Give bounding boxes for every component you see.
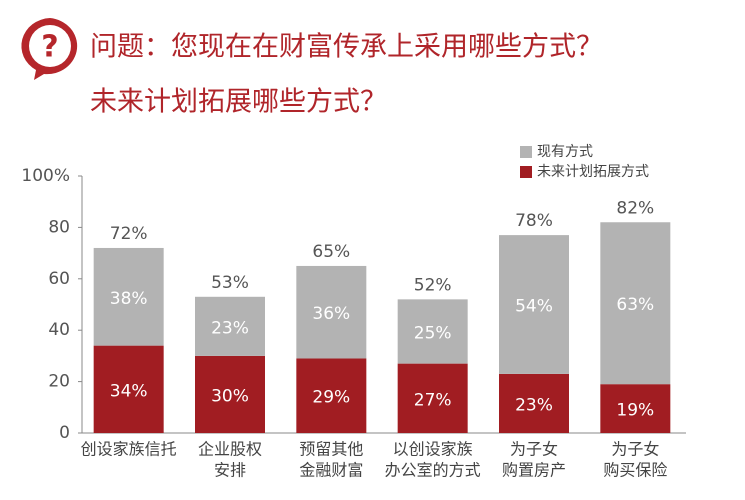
data-label: 29% (312, 388, 350, 408)
data-label: 25% (414, 323, 452, 343)
x-tick-label: 以创设家族 (393, 440, 473, 459)
data-label: 36% (312, 304, 350, 324)
x-tick-label: 为子女 (611, 440, 659, 459)
total-label: 72% (110, 224, 148, 244)
x-tick-label: 预留其他 (299, 440, 363, 459)
x-tick-label: 购置房产 (502, 461, 566, 480)
bar-segment (600, 384, 671, 433)
y-tick-label: 100% (21, 166, 70, 186)
y-tick-label: 40 (48, 320, 70, 340)
legend-label: 现有方式 (537, 144, 593, 160)
x-tick-label: 安排 (214, 461, 246, 480)
total-label: 78% (515, 211, 553, 231)
chart-title: 未来计划拓展哪些方式？ (90, 87, 387, 118)
bar-segment (296, 358, 367, 433)
bar-segment (296, 265, 367, 359)
total-label: 82% (616, 198, 654, 218)
data-label: 38% (110, 289, 148, 309)
bar-segment (195, 296, 265, 356)
bar-segment (600, 222, 671, 385)
bar-segment (397, 299, 468, 364)
x-tick-label: 创设家族信托 (81, 440, 177, 459)
y-tick-label: 20 (48, 372, 70, 392)
total-label: 52% (414, 275, 452, 295)
total-label: 65% (312, 242, 350, 262)
data-label: 23% (515, 395, 553, 415)
total-label: 53% (211, 273, 249, 293)
y-tick-label: 0 (59, 423, 70, 443)
bar-segment (397, 363, 468, 433)
data-label: 19% (616, 401, 654, 421)
bar-segment (195, 355, 265, 433)
data-label: 63% (616, 295, 654, 315)
data-label: 54% (515, 297, 553, 317)
x-tick-label: 为子女 (510, 440, 558, 459)
legend-swatch (520, 166, 532, 178)
question-icon: ? (21, 18, 78, 80)
data-label: 34% (110, 381, 148, 401)
data-label: 23% (211, 318, 249, 338)
data-label: 30% (211, 386, 249, 406)
bar-segment (499, 235, 569, 374)
icon-circle (29, 25, 71, 67)
y-tick-label: 80 (48, 217, 70, 237)
icon-text: ? (41, 30, 58, 65)
bar-segment (93, 345, 164, 433)
x-tick-label: 办公室的方式 (385, 461, 481, 480)
legend-swatch (520, 146, 532, 158)
legend-label: 未来计划拓展方式 (537, 164, 649, 180)
x-tick-label: 企业股权 (198, 440, 262, 459)
bar-segment (499, 373, 569, 433)
x-tick-label: 购买保险 (603, 461, 667, 480)
bar-segment (93, 247, 164, 346)
data-label: 27% (414, 390, 452, 410)
chart-title: 问题：您现在在财富传承上采用哪些方式？ (90, 32, 603, 63)
x-tick-label: 金融财富 (299, 461, 363, 480)
y-tick-label: 60 (48, 269, 70, 289)
